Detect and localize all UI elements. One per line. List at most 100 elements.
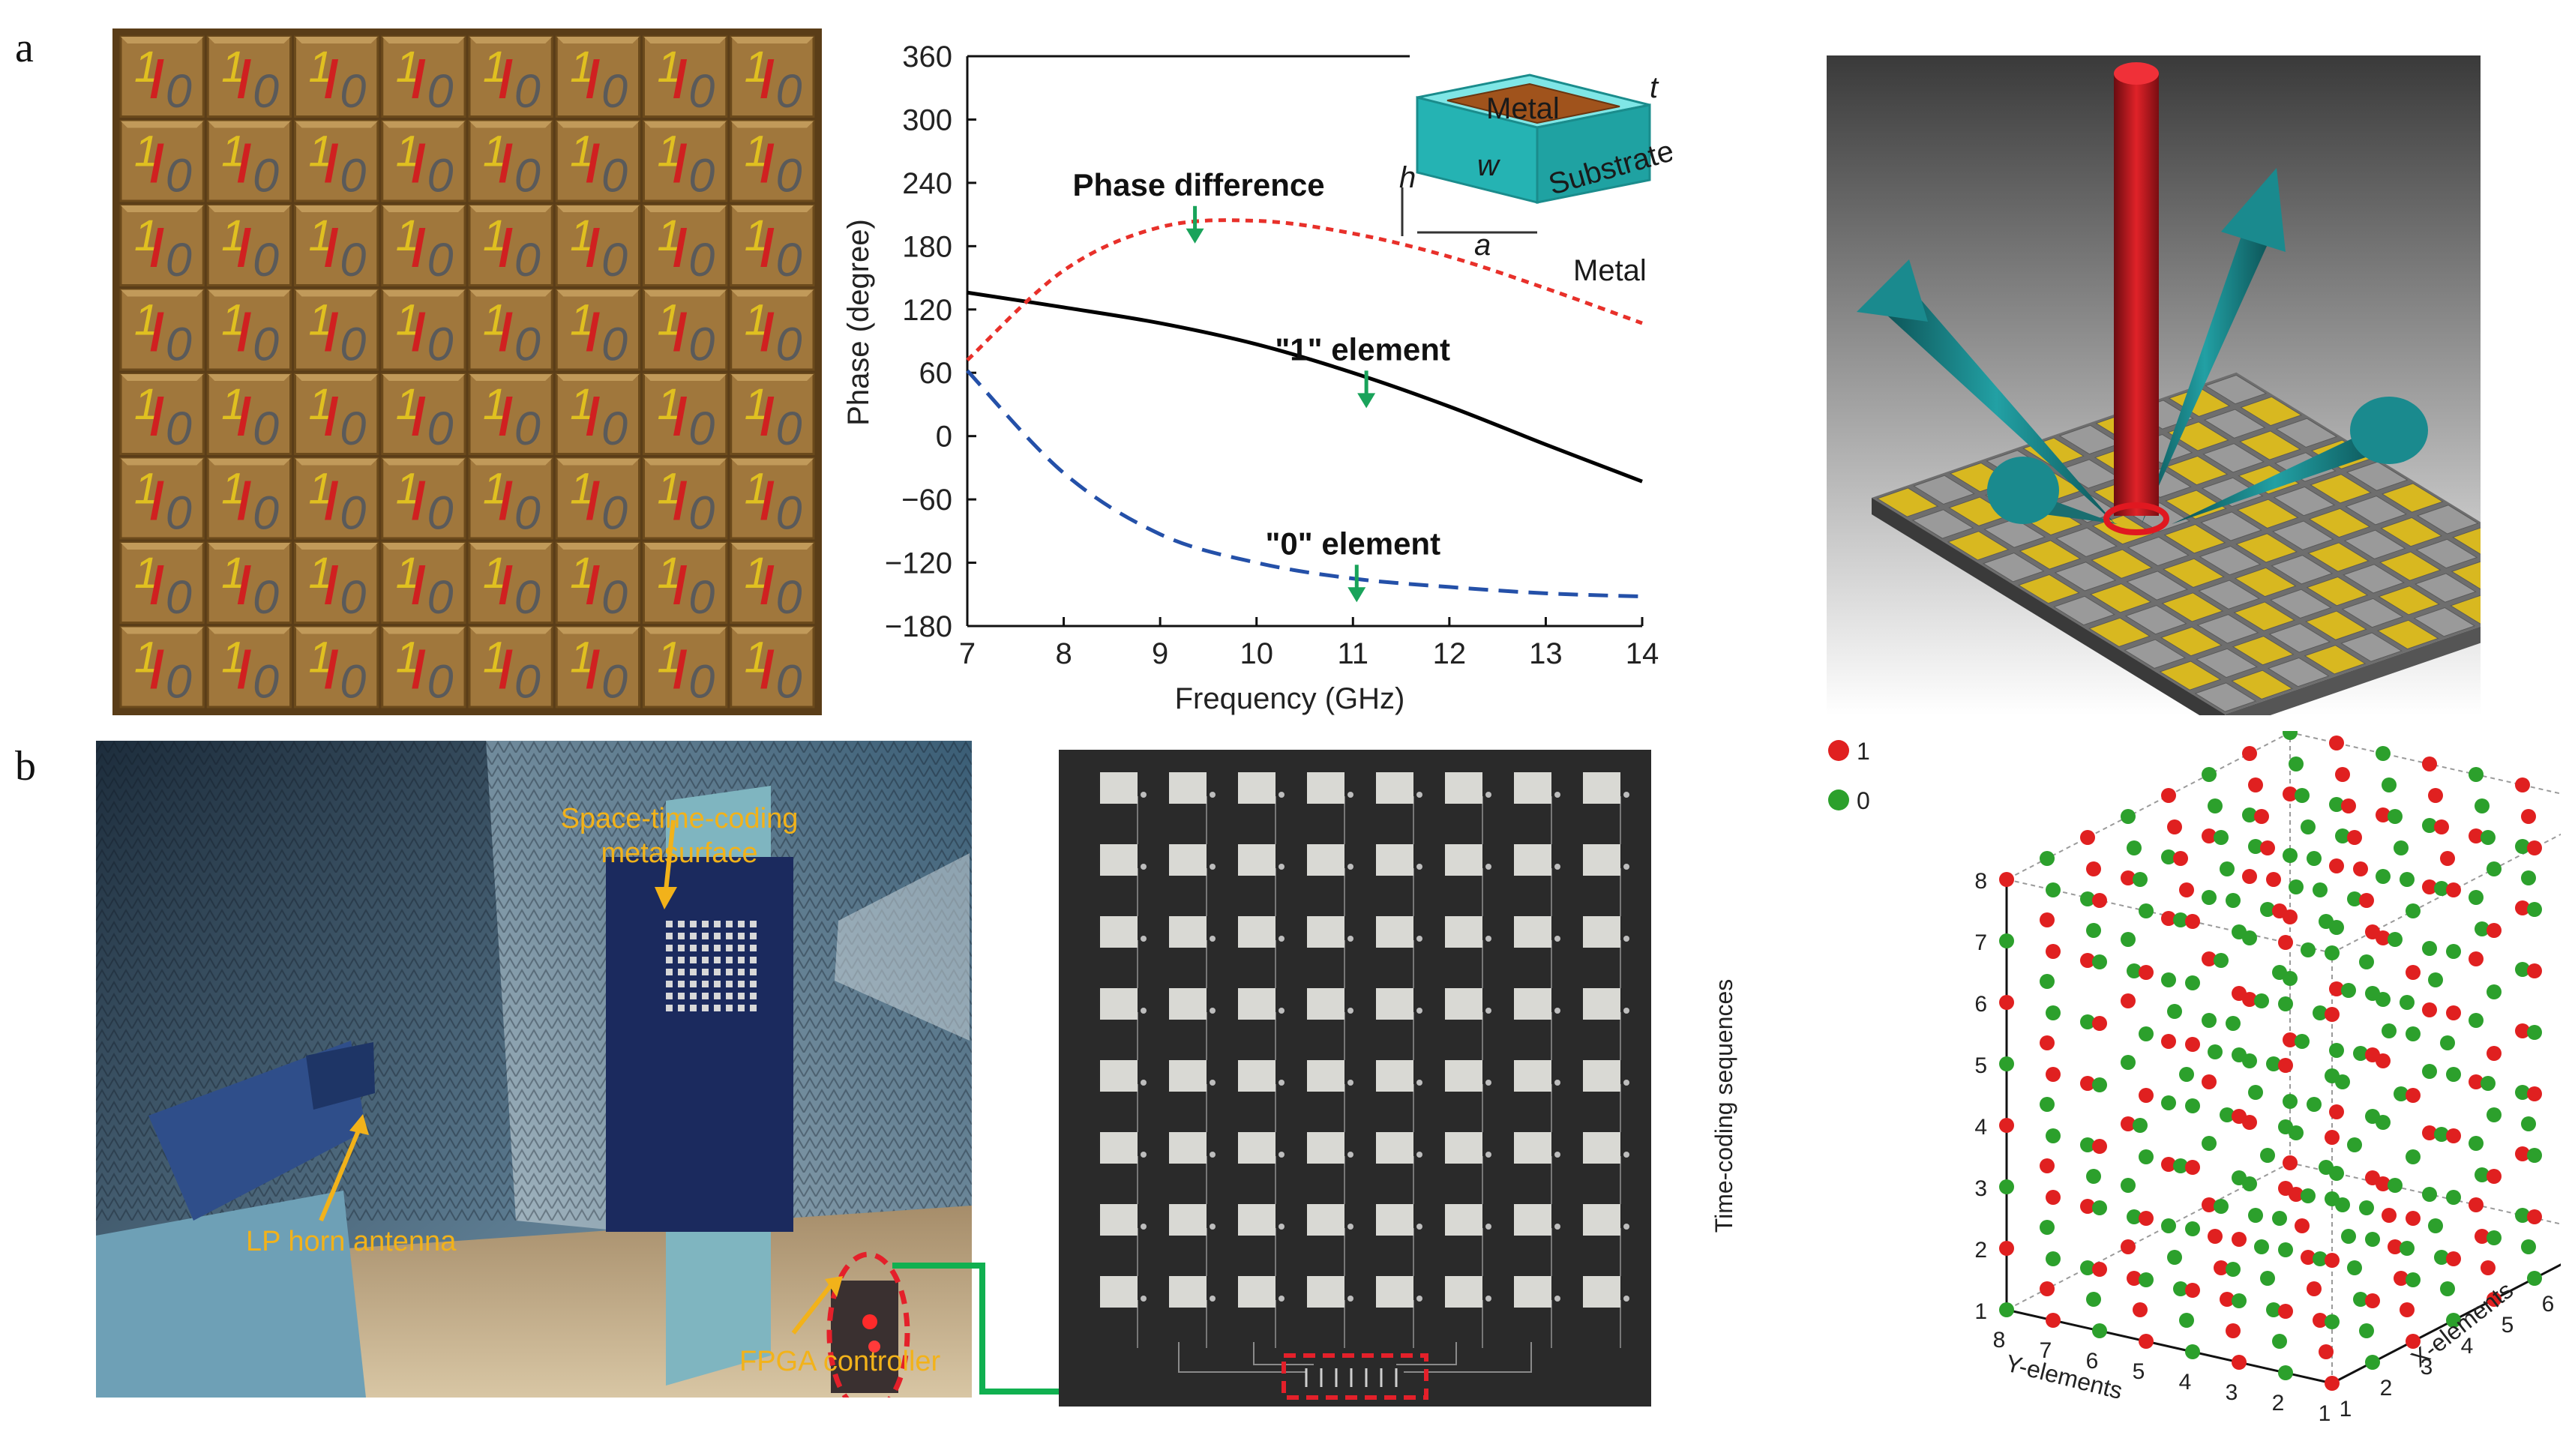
pcb-patch xyxy=(1100,1276,1138,1308)
coding-symbol-one: 1 xyxy=(745,549,769,598)
pcb-via xyxy=(1141,792,1147,798)
tc-point xyxy=(2173,912,2188,927)
tc-point xyxy=(2202,951,2217,966)
tc-point xyxy=(2487,1046,2502,1061)
pcb-patch xyxy=(1376,772,1413,804)
coding-symbol-slash: / xyxy=(412,640,426,699)
coding-symbol-zero: 0 xyxy=(166,149,192,202)
tc-point xyxy=(2214,1260,2229,1275)
photo-meta-dot xyxy=(750,969,757,975)
tc-frame-edge xyxy=(2289,732,2561,795)
coding-cell: 1/0 xyxy=(468,626,553,709)
photo-meta-dot xyxy=(678,981,685,987)
pcb-via xyxy=(1554,864,1560,870)
tc-point xyxy=(2161,911,2176,926)
coding-cell: 1/0 xyxy=(119,373,205,455)
scattered-beam-left xyxy=(1857,259,2115,524)
photo-meta-dot xyxy=(690,921,697,927)
tc-point xyxy=(2487,923,2502,938)
tc-point xyxy=(2202,1136,2217,1151)
photo-meta-dot xyxy=(726,957,733,963)
tc-point xyxy=(2521,809,2536,824)
coding-symbol-zero: 0 xyxy=(601,149,628,202)
beam-board-tile xyxy=(2163,558,2225,589)
coding-symbol-one: 1 xyxy=(308,549,333,598)
coding-cell-bevel xyxy=(730,289,814,297)
tc-point xyxy=(2307,1097,2322,1112)
chart-series-line xyxy=(966,369,1643,599)
coding-cell: 1/0 xyxy=(206,626,292,709)
chart-x-tick-label: 7 xyxy=(959,637,976,670)
coding-cell: 1/0 xyxy=(206,289,292,371)
pcb-via xyxy=(1623,1296,1629,1302)
tc-point xyxy=(2139,1026,2154,1041)
tc-point xyxy=(1999,1118,2014,1133)
tc-point xyxy=(2335,767,2350,782)
coding-symbol-one: 1 xyxy=(657,380,682,429)
tc-point xyxy=(2260,840,2275,855)
beam-board-tile xyxy=(2381,483,2444,513)
beam-board-tile xyxy=(2053,595,2115,626)
tc-point xyxy=(2301,942,2316,957)
tc-point xyxy=(2185,1221,2200,1236)
tc-point xyxy=(2353,1292,2368,1307)
tc-point xyxy=(2092,1139,2107,1154)
tc-point xyxy=(2301,819,2316,834)
pcb-patch xyxy=(1238,772,1276,804)
pcb-via xyxy=(1279,1080,1284,1086)
tc-point xyxy=(2139,965,2154,980)
coding-symbol-zero: 0 xyxy=(514,234,541,286)
tc-point xyxy=(2133,872,2148,887)
tc-y-tick: 7 xyxy=(2040,1338,2052,1363)
tc-point xyxy=(2527,840,2542,855)
photo-meta-dot xyxy=(702,921,709,927)
legend-label-0: 0 xyxy=(1857,787,1870,814)
photo-meta-dot xyxy=(726,1005,733,1011)
tc-point xyxy=(2208,1229,2223,1244)
chart-x-tick-label: 11 xyxy=(1338,637,1369,670)
coding-symbol-zero: 0 xyxy=(253,655,279,708)
tc-point xyxy=(2301,1188,2316,1203)
coding-symbol-one: 1 xyxy=(308,380,333,429)
tc-point xyxy=(2469,951,2484,966)
tc-point xyxy=(2434,1127,2449,1142)
coding-symbol-slash: / xyxy=(760,387,775,445)
pcb-patch xyxy=(1238,1204,1276,1236)
tc-point xyxy=(2446,1313,2461,1328)
coding-symbol-slash: / xyxy=(412,472,426,530)
tc-point xyxy=(2173,1158,2188,1173)
pcb-via xyxy=(1416,1008,1422,1014)
tc-point xyxy=(2475,1167,2490,1182)
tc-point xyxy=(2232,1232,2247,1247)
coding-symbol-zero: 0 xyxy=(340,318,366,370)
tc-point xyxy=(2161,972,2176,987)
chart-y-tick-label: −120 xyxy=(885,547,952,580)
coding-cell-tile xyxy=(294,457,379,540)
tc-point xyxy=(2248,1208,2263,1223)
tc-point xyxy=(2254,809,2269,824)
tc-point xyxy=(2121,809,2136,824)
coding-cell: 1/0 xyxy=(730,204,815,286)
coding-cell: 1/0 xyxy=(555,626,640,709)
beam-board-tile xyxy=(2202,443,2265,473)
tc-point xyxy=(2422,1125,2437,1140)
photo-meta-dot xyxy=(714,957,721,963)
tc-point xyxy=(2248,839,2263,854)
tc-point xyxy=(2434,881,2449,896)
tc-point xyxy=(2133,1118,2148,1133)
coding-symbol-one: 1 xyxy=(221,634,246,682)
pcb-patch xyxy=(1514,844,1551,876)
coding-cell-bevel xyxy=(643,37,727,43)
pcb-patch xyxy=(1514,916,1551,948)
coding-symbol-one: 1 xyxy=(570,465,595,514)
tc-point xyxy=(2301,1250,2316,1265)
tc-point xyxy=(2469,1074,2484,1089)
coding-cell: 1/0 xyxy=(119,289,205,371)
tc-point xyxy=(2121,1055,2136,1070)
beam-board-tile xyxy=(2124,604,2187,635)
pcb-via xyxy=(1485,1008,1491,1014)
coding-symbol-zero: 0 xyxy=(776,487,802,539)
beam-board-tile xyxy=(2306,576,2369,607)
tc-point xyxy=(2202,890,2217,905)
tc-point xyxy=(2086,1169,2101,1184)
